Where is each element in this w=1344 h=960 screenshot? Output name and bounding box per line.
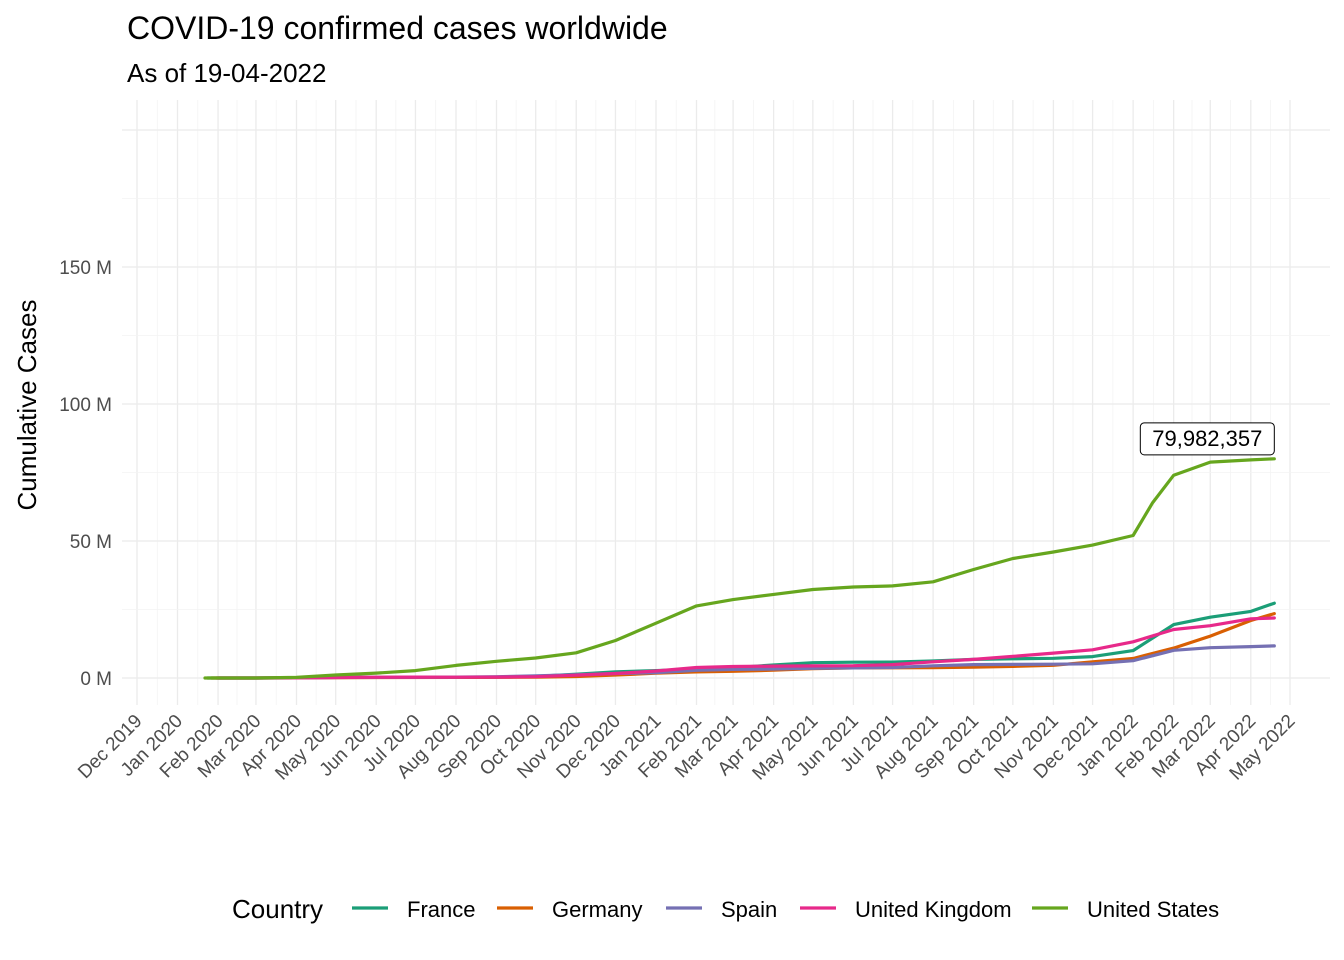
annotation-box [1139,422,1275,456]
chart-subtitle: As of 19-04-2022 [127,58,327,88]
legend-label-united-states: United States [1087,897,1219,922]
y-tick-label: 0 M [80,669,112,690]
y-axis-title: Cumulative Cases [12,300,42,511]
legend-label-france: France [407,897,475,922]
legend-label-spain: Spain [721,897,777,922]
annotation: 79,982,357 [1139,422,1275,456]
y-axis-ticks: 0 M 50 M 100 M 150 M [59,258,112,690]
legend-label-united-kingdom: United Kingdom [855,897,1012,922]
y-tick-label: 150 M [59,258,112,279]
legend-title: Country [232,894,323,924]
series-line-united-states [203,457,1276,680]
legend: Country France Germany Spain United Kingdom… [232,894,1219,924]
series-line-united-kingdom [215,616,1276,680]
series-lines [203,457,1276,680]
grid [122,100,1330,705]
legend-label-germany: Germany [552,897,642,922]
y-tick-label: 50 M [70,532,112,553]
chart-title: COVID-19 confirmed cases worldwide [127,10,668,46]
annotation-label: 79,982,357 [1152,426,1262,451]
y-tick-label: 100 M [59,395,112,416]
